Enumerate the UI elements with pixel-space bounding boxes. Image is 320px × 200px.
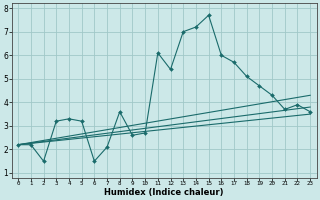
X-axis label: Humidex (Indice chaleur): Humidex (Indice chaleur) <box>104 188 224 197</box>
